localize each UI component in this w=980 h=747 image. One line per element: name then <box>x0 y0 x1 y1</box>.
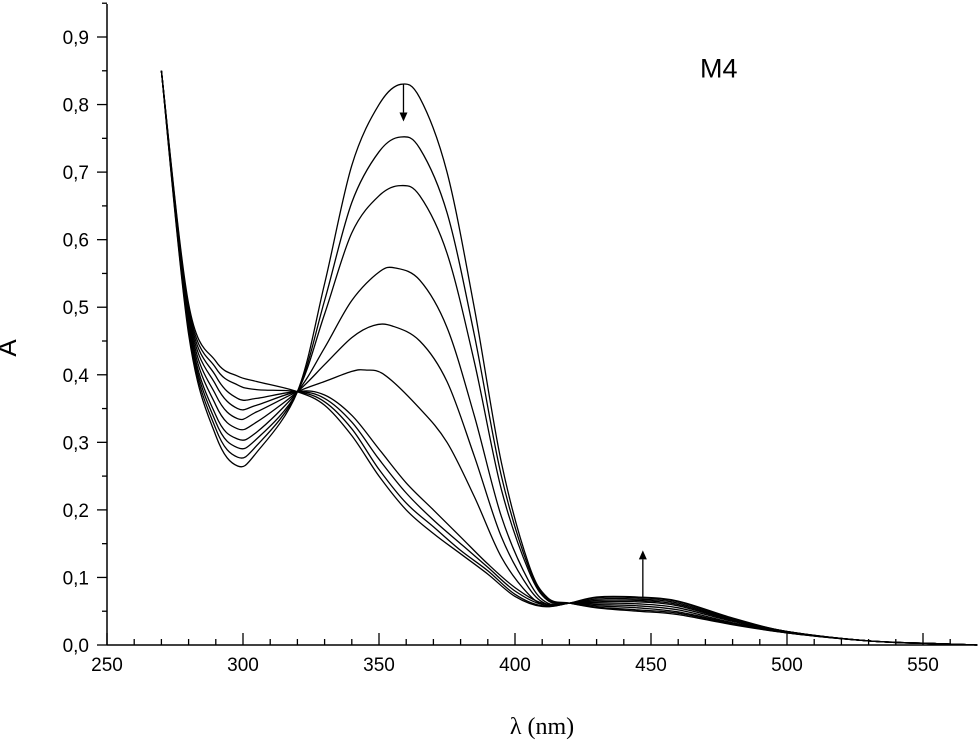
spectrum-curve <box>160 70 978 646</box>
x-tick-label: 550 <box>907 655 939 676</box>
spectrum-curve <box>160 70 978 646</box>
y-tick-label: 0,1 <box>63 568 89 589</box>
y-tick-label: 0,8 <box>63 96 89 117</box>
x-tick-label: 350 <box>363 655 395 676</box>
spectrum-curve <box>160 70 978 646</box>
y-tick-label: 0,3 <box>63 433 89 454</box>
axes <box>106 4 976 646</box>
y-tick-label: 0,9 <box>63 28 89 49</box>
x-tick-label: 250 <box>91 655 123 676</box>
y-tick-label: 0,2 <box>63 501 89 522</box>
spectrum-curve <box>160 70 978 646</box>
x-tick-label: 500 <box>771 655 803 676</box>
y-tick-label: 0,6 <box>63 231 89 252</box>
ticks <box>97 2 951 646</box>
spectrum-curve <box>160 70 978 646</box>
spectrum-curves <box>160 70 978 646</box>
y-tick-label: 0,5 <box>63 298 89 319</box>
spectrum-curve <box>160 70 978 646</box>
arrow-head <box>399 112 408 122</box>
spectrum-curve <box>160 70 978 646</box>
annotations: M4 <box>399 54 737 598</box>
spectrum-curve <box>160 70 978 646</box>
x-tick-label: 400 <box>499 655 531 676</box>
series-label-m4: M4 <box>700 54 738 84</box>
y-tick-label: 0,7 <box>63 163 89 184</box>
x-tick-label: 300 <box>227 655 259 676</box>
x-axis-label: λ (nm) <box>510 714 574 740</box>
spectrum-curve <box>160 70 978 646</box>
arrow-head <box>638 550 647 560</box>
y-tick-label: 0,4 <box>63 366 90 387</box>
y-tick-label: 0,0 <box>63 636 89 657</box>
y-axis-label: A <box>0 339 22 357</box>
tick-labels: 250 300 350 400 450 500 550 0,0 0,1 0,2 0,3 0,4 0,5 0… <box>63 28 939 676</box>
arrow-down-icon <box>399 84 408 122</box>
x-tick-label: 450 <box>635 655 667 676</box>
arrow-up-icon <box>638 550 647 598</box>
spectrum-curve <box>160 70 978 646</box>
